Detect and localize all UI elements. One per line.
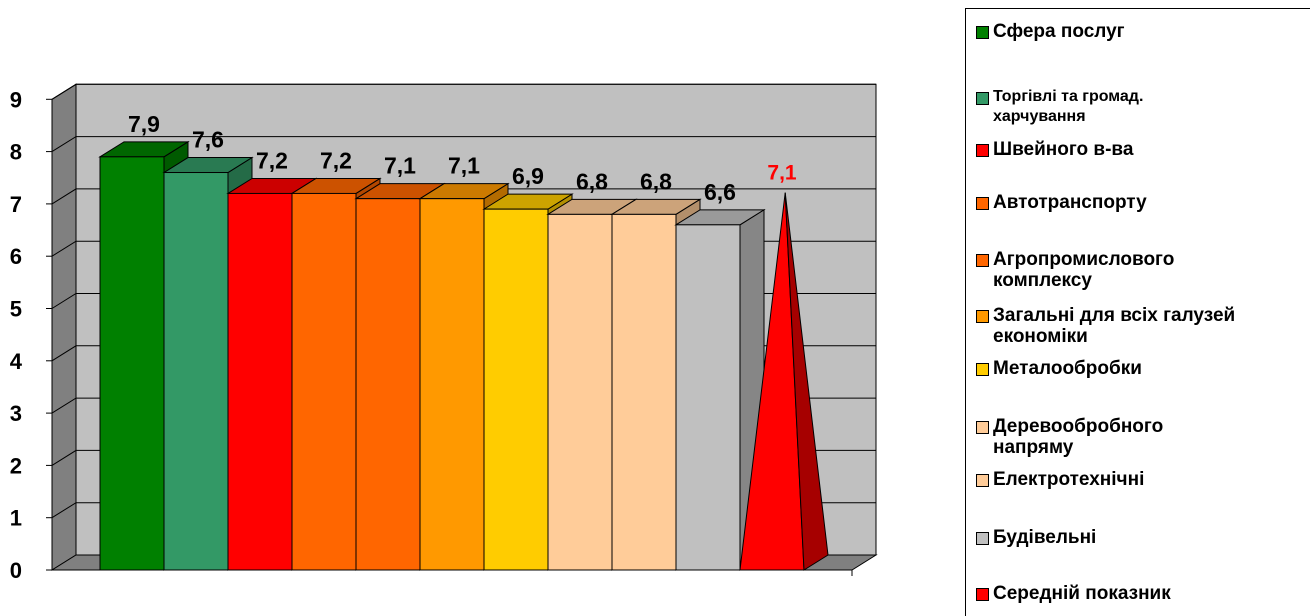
legend-label: Загальні для всіх галузей економіки <box>993 305 1236 347</box>
y-axis-ticks: 0 1 2 3 4 5 6 7 8 9 <box>10 87 52 583</box>
bar <box>547 213 613 571</box>
legend-label: Сфера послуг <box>993 21 1125 42</box>
legend-swatch <box>976 197 989 210</box>
bar <box>483 208 549 571</box>
data-label: 6,6 <box>704 179 736 205</box>
data-label: 7,1 <box>767 162 797 185</box>
y-tick-label: 5 <box>10 297 22 322</box>
legend-item-metalwork: Металообробки <box>976 358 1310 379</box>
bar <box>675 224 741 571</box>
legend-item-trade: Торгівлі та громад. харчування <box>976 87 1193 127</box>
legend-item-construction: Будівельні <box>976 527 1310 548</box>
y-tick-label: 0 <box>10 558 22 583</box>
y-tick-label: 4 <box>10 349 23 374</box>
data-label: 7,2 <box>320 147 352 173</box>
data-labels: 7,9 7,6 7,2 7,2 7,1 7,1 6,9 6,8 6,8 6,6 7,1 <box>128 111 797 205</box>
gridline <box>51 188 876 205</box>
bar <box>419 198 485 571</box>
legend-label: Швейного в-ва <box>993 139 1134 160</box>
legend-item-general: Загальні для всіх галузей економіки <box>976 305 1310 347</box>
legend-swatch <box>976 474 989 487</box>
bar <box>355 198 421 571</box>
bar <box>227 192 293 571</box>
legend-item-autotransport: Автотранспорту <box>976 192 1310 213</box>
data-label: 7,6 <box>192 127 224 153</box>
legend-label: Будівельні <box>993 527 1097 548</box>
legend-label: Металообробки <box>993 358 1142 379</box>
data-label: 7,9 <box>128 111 160 137</box>
legend-item-woodwork: Деревообробного напряму <box>976 416 1223 458</box>
legend-item-sewing: Швейного в-ва <box>976 139 1310 160</box>
data-label: 6,9 <box>512 163 544 189</box>
side-wall <box>51 83 77 571</box>
legend-swatch <box>976 588 989 601</box>
y-tick-label: 2 <box>10 453 22 478</box>
legend-swatch <box>976 254 989 267</box>
legend: Сфера послуг Торгівлі та громад. харчува… <box>965 8 1310 616</box>
data-label: 7,1 <box>384 153 416 179</box>
legend-label: Деревообробного напряму <box>993 416 1164 458</box>
gridline <box>51 83 876 100</box>
legend-item-agro: Агропромислового комплексу <box>976 249 1223 291</box>
legend-label: Середній показник <box>993 583 1171 604</box>
legend-swatch <box>976 144 989 157</box>
y-tick-label: 1 <box>10 506 22 531</box>
y-tick-label: 3 <box>10 401 22 426</box>
bar-average-side <box>784 192 829 571</box>
bar <box>291 192 357 571</box>
y-tick-label: 9 <box>10 87 22 112</box>
y-tick-label: 8 <box>10 140 22 165</box>
legend-swatch <box>976 363 989 376</box>
bar <box>163 172 229 571</box>
legend-label: Електротехнічні <box>993 469 1145 490</box>
bar <box>99 156 165 571</box>
data-label: 6,8 <box>640 168 672 194</box>
legend-swatch <box>976 421 989 434</box>
y-tick-label: 7 <box>10 192 22 217</box>
bar-chart-3d: 0 1 2 3 4 5 6 7 8 9 7,9 7,6 7,2 7,2 7,1 7,1 6,9 6,8 6,8 6,… <box>10 83 878 583</box>
legend-label: Агропромислового комплексу <box>993 249 1175 291</box>
legend-swatch <box>976 532 989 545</box>
legend-label: Автотранспорту <box>993 192 1147 213</box>
legend-item-services: Сфера послуг <box>976 21 1310 42</box>
data-label: 6,8 <box>576 168 608 194</box>
bar <box>611 213 677 571</box>
y-tick-label: 6 <box>10 244 22 269</box>
bars <box>98 140 829 571</box>
legend-item-average: Середній показник <box>976 583 1310 604</box>
data-label: 7,2 <box>256 147 288 173</box>
legend-swatch <box>976 310 989 323</box>
legend-swatch <box>976 26 989 39</box>
legend-swatch <box>976 92 989 105</box>
data-label: 7,1 <box>448 153 480 179</box>
legend-label: Торгівлі та громад. харчування <box>993 88 1144 125</box>
gridline <box>51 136 876 153</box>
legend-item-electrical: Електротехнічні <box>976 469 1310 490</box>
